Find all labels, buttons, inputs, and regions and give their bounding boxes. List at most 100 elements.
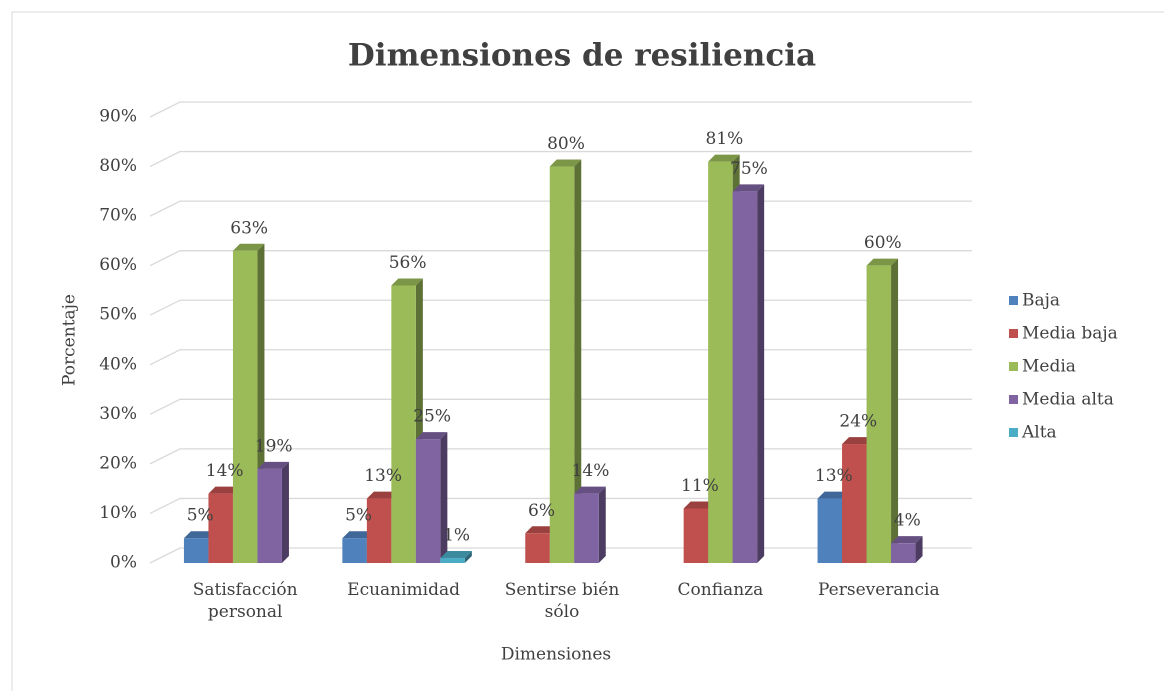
data-label: 14%: [206, 461, 244, 481]
x-tick-label: Satisfacción personal: [192, 580, 298, 622]
y-tick-label: 90%: [99, 107, 137, 127]
legend-swatch: [1009, 329, 1018, 338]
x-axis-title: Dimensiones: [501, 645, 611, 665]
legend-label: Media alta: [1022, 390, 1114, 410]
grid-line: [149, 448, 972, 465]
grid-line: [149, 398, 972, 415]
y-tick-label: 50%: [99, 305, 137, 325]
grid-line: [149, 349, 972, 366]
x-tick-label: Ecuanimidad: [347, 580, 461, 600]
legend-swatch: [1009, 395, 1018, 404]
bar-top: [842, 437, 874, 445]
bar-top: [440, 551, 472, 559]
chart-title: Dimensiones de resiliencia: [348, 38, 816, 74]
bar-side: [574, 159, 582, 564]
bar-top: [342, 531, 374, 539]
grid-line: [149, 299, 972, 316]
data-label: 1%: [443, 526, 470, 546]
bar: [342, 538, 367, 563]
bar-top: [525, 526, 557, 534]
bar: [842, 444, 867, 563]
bar-top: [257, 461, 289, 469]
data-label: 4%: [894, 511, 921, 531]
bar-top: [366, 491, 399, 499]
bar-side: [464, 551, 472, 563]
bar: [683, 508, 709, 563]
bar: [817, 498, 843, 563]
bar-top: [183, 531, 216, 539]
bar-top: [866, 258, 899, 266]
x-tick-label: Confianza: [677, 580, 764, 600]
y-axis-title: Porcentaje: [60, 294, 80, 386]
bar-top: [415, 432, 448, 440]
bar: [440, 558, 465, 563]
bar-side: [891, 258, 899, 563]
bar: [549, 166, 575, 564]
data-label: 19%: [255, 436, 293, 456]
bar: [525, 533, 550, 563]
y-tick-label: 80%: [99, 156, 137, 176]
bar: [232, 250, 258, 564]
legend-swatch: [1009, 296, 1018, 305]
bar-top: [732, 184, 765, 192]
bar-top: [891, 536, 923, 544]
bar-top: [232, 243, 265, 251]
data-label: 60%: [864, 233, 902, 253]
x-tick-label: Perseverancia: [817, 580, 940, 600]
data-label: 25%: [413, 407, 451, 427]
data-label: 14%: [572, 461, 610, 481]
y-tick-label: 10%: [99, 503, 137, 523]
chart-border: [11, 11, 1164, 691]
bar: [574, 493, 599, 563]
bar-side: [757, 184, 765, 564]
data-label: 63%: [230, 218, 268, 238]
bar: [183, 538, 209, 563]
bar-side: [598, 486, 606, 563]
bar-side: [915, 536, 923, 563]
grid-line: [149, 150, 972, 168]
y-tick-label: 60%: [99, 255, 137, 275]
bar-top: [708, 154, 740, 162]
data-label: 13%: [364, 466, 402, 486]
legend-label: Alta: [1021, 423, 1057, 443]
y-tick-label: 30%: [99, 404, 137, 424]
legend-swatch: [1009, 362, 1018, 371]
grid-line: [149, 200, 972, 217]
y-tick-label: 20%: [99, 453, 137, 473]
legend-label: Baja: [1022, 291, 1060, 311]
data-label: 80%: [547, 134, 585, 154]
x-tick-label: Sentirse bién sólo: [504, 580, 620, 622]
y-tick-label: 70%: [99, 206, 137, 226]
bar: [708, 161, 733, 563]
bar: [208, 493, 233, 563]
data-label: 56%: [389, 253, 427, 273]
bar: [366, 498, 392, 563]
bar-side: [281, 461, 289, 563]
bar-top: [391, 278, 423, 286]
data-label: 75%: [730, 159, 768, 179]
legend-swatch: [1009, 428, 1018, 437]
data-label: 6%: [528, 501, 555, 521]
legend-label: Media: [1022, 357, 1076, 377]
y-tick-label: 0%: [110, 553, 137, 573]
bar: [866, 265, 892, 563]
legend-label: Media baja: [1022, 324, 1118, 344]
bar: [257, 468, 282, 563]
data-label: 11%: [681, 476, 719, 496]
data-label: 13%: [815, 466, 853, 486]
bar-top: [817, 491, 850, 499]
bar-side: [440, 432, 448, 563]
grid-line: [149, 101, 972, 118]
bar-top: [208, 486, 240, 494]
bar-top: [549, 159, 582, 167]
data-label: 5%: [187, 506, 214, 526]
y-tick-label: 40%: [99, 354, 137, 374]
data-label: 81%: [706, 129, 744, 149]
data-label: 5%: [345, 506, 372, 526]
data-label: 24%: [839, 412, 877, 432]
bar-top: [574, 486, 606, 494]
grid-line: [149, 250, 972, 267]
bar: [891, 543, 916, 563]
